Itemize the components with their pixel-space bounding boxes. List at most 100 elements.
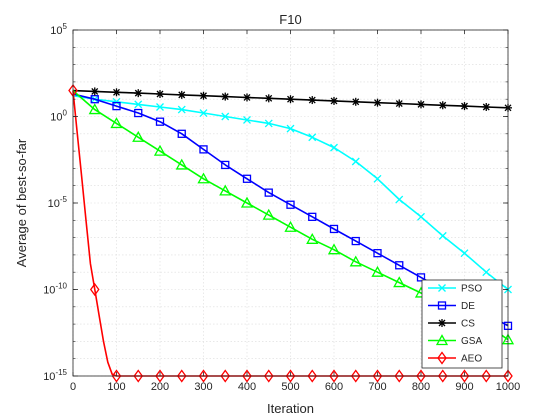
data-point xyxy=(438,284,446,292)
data-point xyxy=(329,369,339,383)
legend-item-aeo: AEO xyxy=(428,351,482,365)
marker-stroke xyxy=(482,103,490,111)
data-point xyxy=(285,369,296,383)
marker-shape xyxy=(132,130,145,142)
data-point xyxy=(132,130,145,142)
data-point xyxy=(351,97,360,106)
marker-shape xyxy=(503,369,513,383)
marker-shape xyxy=(219,184,232,196)
marker-shape xyxy=(112,101,121,111)
marker-shape xyxy=(393,276,406,288)
marker-stroke xyxy=(438,284,446,292)
data-point xyxy=(90,87,99,96)
data-point xyxy=(284,220,297,232)
marker-stroke xyxy=(113,88,120,96)
data-point xyxy=(199,145,208,154)
marker-stroke xyxy=(308,96,316,104)
marker-stroke xyxy=(352,98,360,106)
data-point xyxy=(199,109,208,117)
data-point xyxy=(394,369,405,383)
marker-shape xyxy=(349,255,362,267)
data-point xyxy=(134,89,143,98)
marker-shape xyxy=(262,208,275,220)
data-point xyxy=(175,158,188,170)
y-axis-title: Average of best-so-far xyxy=(14,138,29,267)
marker-stroke xyxy=(156,103,164,111)
data-point xyxy=(111,369,122,383)
y-tick-label: 100 xyxy=(50,109,67,124)
marker-stroke xyxy=(134,89,142,97)
data-point xyxy=(242,369,252,383)
data-point xyxy=(503,369,513,383)
x-axis-title: Iteration xyxy=(267,401,314,416)
marker-shape xyxy=(197,172,210,184)
data-point xyxy=(243,93,251,102)
data-point xyxy=(221,92,230,101)
data-point xyxy=(371,265,384,277)
marker-shape xyxy=(134,108,143,118)
marker-stroke xyxy=(286,124,295,133)
x-tick-label: 300 xyxy=(194,381,212,393)
marker-shape xyxy=(88,103,101,115)
x-tick-label: 400 xyxy=(238,381,256,393)
marker-stroke xyxy=(351,157,360,166)
marker-stroke xyxy=(395,100,403,107)
marker-shape xyxy=(481,369,492,383)
marker-stroke xyxy=(461,102,468,110)
marker-shape xyxy=(89,282,100,297)
data-point xyxy=(264,94,273,103)
legend-label: GSA xyxy=(461,336,482,347)
marker-shape xyxy=(242,369,252,383)
marker-stroke xyxy=(91,87,99,95)
marker-stroke xyxy=(417,100,425,108)
marker-stroke xyxy=(178,91,186,99)
data-point xyxy=(197,172,210,184)
data-point xyxy=(308,212,317,221)
data-point xyxy=(286,200,295,209)
marker-shape xyxy=(199,145,208,154)
data-point xyxy=(416,273,426,282)
marker-stroke xyxy=(374,99,381,107)
data-point xyxy=(330,96,338,105)
legend: PSO DE CS GSA AEO xyxy=(421,279,503,369)
data-point xyxy=(221,112,230,121)
data-point xyxy=(481,369,492,383)
data-point xyxy=(156,90,164,99)
marker-shape xyxy=(416,369,426,383)
data-point xyxy=(395,99,404,108)
data-point xyxy=(240,196,254,208)
data-point xyxy=(351,157,360,166)
marker-shape xyxy=(394,369,405,383)
data-point xyxy=(112,88,121,97)
marker-shape xyxy=(155,369,165,383)
marker-shape xyxy=(133,369,144,383)
data-point xyxy=(153,144,167,156)
data-point xyxy=(307,369,318,383)
data-point xyxy=(264,188,273,197)
legend-item-de: DE xyxy=(428,301,475,312)
data-point xyxy=(460,102,469,111)
data-point xyxy=(88,103,101,115)
marker-shape xyxy=(153,144,167,156)
marker-shape xyxy=(437,351,447,365)
data-point xyxy=(264,119,273,128)
data-point xyxy=(437,369,448,383)
data-point xyxy=(351,236,360,246)
marker-shape xyxy=(306,232,319,244)
marker-shape xyxy=(308,212,317,221)
series-cs xyxy=(72,87,512,112)
data-point xyxy=(199,91,208,100)
marker-shape xyxy=(416,273,426,282)
data-point xyxy=(437,351,447,365)
marker-shape xyxy=(329,369,339,383)
legend-item-cs: CS xyxy=(428,319,475,330)
axes: 0 100 200 300 400 500 600 700 800 900 1000 10-15 10-… xyxy=(43,22,520,393)
legend-box xyxy=(421,279,503,369)
marker-shape xyxy=(110,117,123,129)
data-point xyxy=(373,98,382,107)
marker-stroke xyxy=(221,112,230,121)
y-tick-label: 10-10 xyxy=(43,282,67,297)
marker-shape xyxy=(285,369,296,383)
data-point xyxy=(198,369,209,383)
x-tick-label: 200 xyxy=(151,381,169,393)
